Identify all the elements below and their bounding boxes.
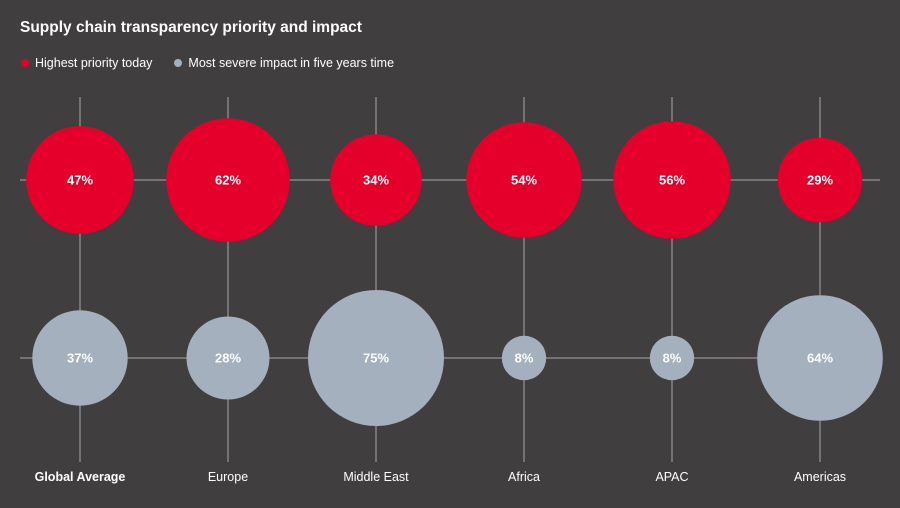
bubble-impact bbox=[32, 310, 128, 406]
category-label: Americas bbox=[794, 470, 846, 484]
category-label: APAC bbox=[655, 470, 688, 484]
category-label: Global Average bbox=[35, 470, 126, 484]
bubble-priority bbox=[613, 121, 731, 239]
data-label-impact: 37% bbox=[67, 351, 93, 366]
data-label-priority: 29% bbox=[807, 173, 833, 188]
legend: Highest priority today Most severe impac… bbox=[21, 56, 416, 70]
data-label-priority: 54% bbox=[511, 173, 537, 188]
legend-item-priority: Highest priority today bbox=[21, 56, 152, 70]
legend-swatch-impact bbox=[174, 59, 183, 67]
legend-label-impact: Most severe impact in five years time bbox=[188, 56, 395, 70]
category-label: Middle East bbox=[343, 470, 409, 484]
bubble-priority bbox=[166, 118, 290, 242]
bubble-impact bbox=[308, 290, 444, 426]
bubble-priority bbox=[26, 126, 134, 234]
bubble-impact bbox=[649, 335, 695, 381]
data-label-impact: 75% bbox=[363, 351, 389, 366]
bubble-impact bbox=[757, 295, 883, 421]
bubble-priority bbox=[330, 134, 422, 226]
category-label: Africa bbox=[508, 470, 540, 484]
legend-label-priority: Highest priority today bbox=[35, 56, 153, 70]
bubble-priority bbox=[466, 122, 582, 238]
chart-title: Supply chain transparency priority and i… bbox=[20, 19, 362, 36]
legend-item-impact: Most severe impact in five years time bbox=[174, 56, 394, 70]
legend-swatch-priority bbox=[21, 59, 29, 67]
data-label-impact: 8% bbox=[515, 351, 534, 366]
bubble-impact bbox=[186, 316, 270, 400]
bubble-priority bbox=[777, 137, 863, 223]
category-label: Europe bbox=[208, 470, 248, 484]
data-label-priority: 56% bbox=[659, 173, 685, 188]
data-label-priority: 34% bbox=[363, 173, 389, 188]
data-label-impact: 64% bbox=[807, 351, 833, 366]
data-label-impact: 28% bbox=[215, 351, 241, 366]
data-label-priority: 62% bbox=[215, 173, 241, 188]
bubble-impact bbox=[501, 335, 547, 381]
data-label-priority: 47% bbox=[67, 173, 93, 188]
data-label-impact: 8% bbox=[663, 351, 682, 366]
